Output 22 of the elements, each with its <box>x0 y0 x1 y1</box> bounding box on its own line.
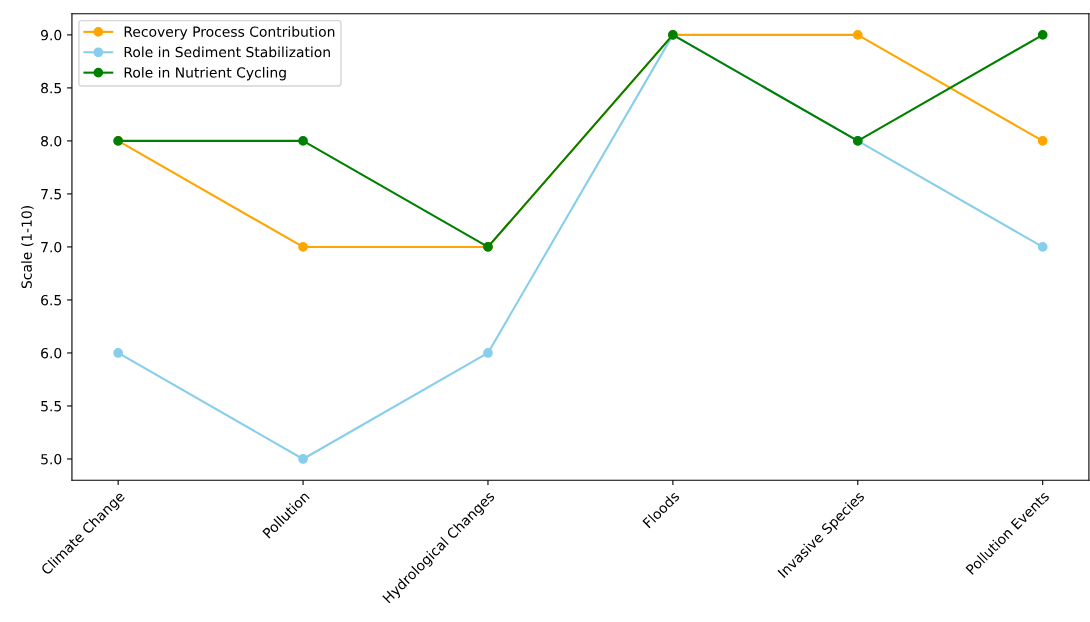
y-tick-label: 5.5 <box>41 401 62 412</box>
y-tick-label: 7.5 <box>41 189 62 200</box>
point <box>1037 30 1048 40</box>
y-axis-title: Scale (1-10) <box>21 206 34 289</box>
point <box>483 348 493 358</box>
y-tick-label: 8.0 <box>41 135 62 147</box>
y-tick-label: 8.5 <box>41 82 62 94</box>
point <box>298 454 308 464</box>
point <box>852 30 863 40</box>
legend-label: Role in Sediment Stabilization <box>124 46 330 58</box>
y-tick-label: 9.0 <box>41 29 62 41</box>
y-tick-label: 6.0 <box>41 347 62 359</box>
y-tick-label: 6.5 <box>41 294 62 306</box>
y-tick-label: 5.0 <box>41 453 62 465</box>
point <box>113 348 124 358</box>
legend-label: Role in Nutrient Cycling <box>124 66 286 81</box>
point <box>1037 136 1048 146</box>
point <box>298 242 308 252</box>
legend-label: Recovery Process Contribution <box>124 26 335 40</box>
point <box>298 136 308 146</box>
point <box>1037 242 1048 252</box>
y-tick-label: 7.0 <box>41 241 62 253</box>
